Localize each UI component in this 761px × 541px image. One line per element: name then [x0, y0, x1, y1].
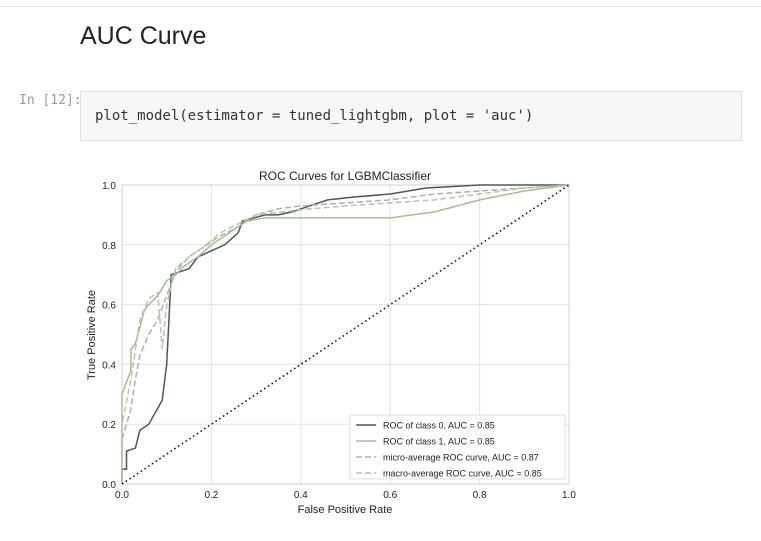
x-tick-label: 0.2: [204, 490, 218, 501]
x-tick-label: 0.6: [383, 490, 397, 501]
series-line-1: [121, 184, 570, 484]
series-line-0: [121, 184, 569, 484]
y-axis-label: True Positive Rate: [86, 290, 98, 380]
x-tick-label: 0.8: [473, 490, 487, 501]
legend-label: macro-average ROC curve, AUC = 0.85: [383, 469, 542, 479]
cell-prompt: In [12]:: [19, 93, 82, 108]
y-tick-label: 0.2: [102, 420, 116, 431]
tick-labels: 0.0 0.2 0.4 0.6 0.8 1.0 0.0 0.2 0.4 0.6 0.8 1.0: [102, 181, 576, 501]
x-tick-label: 0.4: [294, 490, 308, 501]
legend-box: [349, 414, 566, 480]
x-tick-label: 0.0: [115, 490, 129, 501]
plot-area-frame: [121, 184, 570, 485]
x-tick-label: 1.0: [562, 490, 576, 501]
y-tick-label: 0.4: [102, 360, 116, 371]
series-layer: [121, 184, 570, 485]
y-tick-label: 0.8: [102, 241, 116, 252]
chart-legend: ROC of class 0, AUC = 0.85 ROC of class 1…: [349, 414, 566, 480]
y-tick-label: 0.6: [102, 301, 116, 312]
y-tick-label: 1.0: [102, 181, 116, 192]
notebook-top-border: [0, 0, 761, 7]
x-axis-label: False Positive Rate: [298, 504, 393, 516]
series-line-2: [121, 184, 570, 484]
code-text[interactable]: plot_model(estimator = tuned_lightgbm, p…: [95, 108, 534, 124]
legend-label: ROC of class 1, AUC = 0.85: [383, 437, 495, 447]
chart-title: ROC Curves for LGBMClassifier: [259, 169, 431, 183]
legend-label: micro-average ROC curve, AUC = 0.87: [383, 453, 539, 463]
section-heading: AUC Curve: [80, 22, 207, 50]
legend-label: ROC of class 0, AUC = 0.85: [383, 421, 495, 431]
code-cell[interactable]: plot_model(estimator = tuned_lightgbm, p…: [80, 91, 742, 141]
y-tick-label: 0.0: [102, 480, 116, 491]
